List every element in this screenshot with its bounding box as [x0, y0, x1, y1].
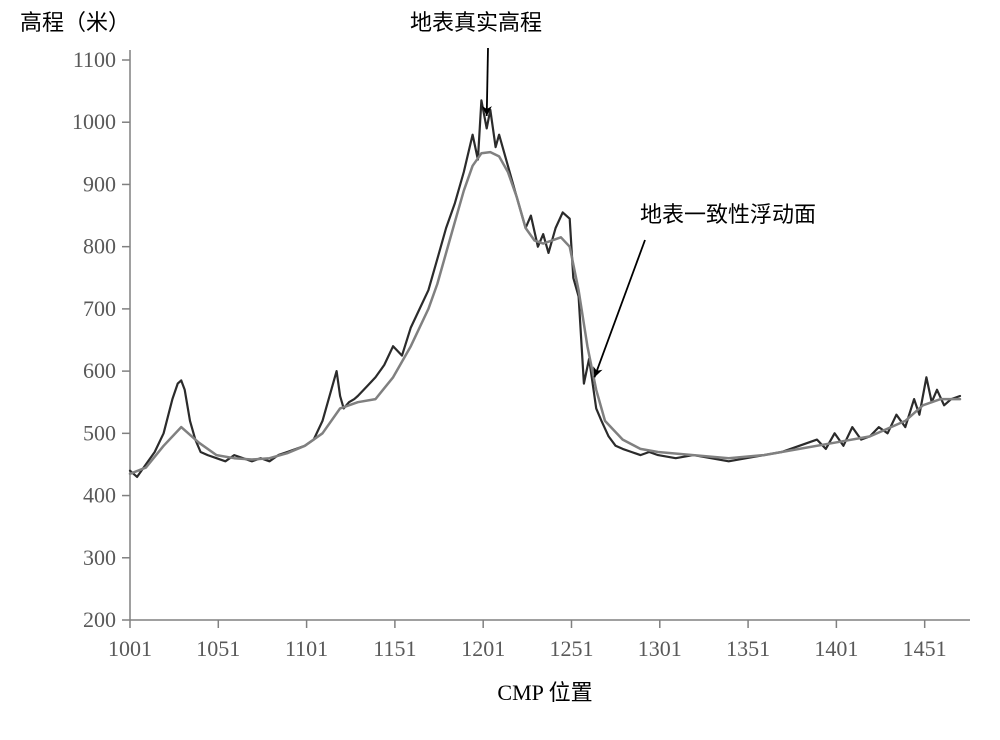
chart-svg: 200 300 400 500 600 700 800 900 1000 1100 1001 1051… — [0, 0, 1000, 740]
y-tick-label: 1000 — [72, 109, 116, 134]
y-tick-label: 900 — [83, 171, 116, 196]
y-tick-label: 400 — [83, 483, 116, 508]
annotation-label-0: 地表真实高程 — [410, 10, 542, 35]
x-tick-label: 1151 — [373, 636, 416, 661]
y-tick-label: 1100 — [73, 47, 116, 72]
x-tick-label: 1351 — [726, 636, 770, 661]
x-tick-label: 1001 — [108, 636, 152, 661]
y-tick-label: 700 — [83, 296, 116, 321]
series-line-0 — [130, 100, 960, 477]
x-tick-label: 1301 — [638, 636, 682, 661]
y-tick-label: 600 — [83, 358, 116, 383]
x-tick-label: 1201 — [461, 636, 505, 661]
annotation-arrow-1 — [594, 240, 645, 377]
y-axis-title: 高程（米） — [20, 10, 130, 35]
elevation-line-chart: 200 300 400 500 600 700 800 900 1000 1100 1001 1051… — [0, 0, 1000, 740]
series-line-1 — [130, 152, 960, 474]
y-tick-label: 500 — [83, 420, 116, 445]
y-tick-label: 300 — [83, 545, 116, 570]
y-tick-label: 200 — [83, 607, 116, 632]
x-tick-label: 1051 — [196, 636, 240, 661]
x-tick-label: 1451 — [903, 636, 947, 661]
annotation-label-1: 地表一致性浮动面 — [640, 202, 816, 227]
x-tick-label: 1101 — [285, 636, 328, 661]
x-tick-label: 1251 — [549, 636, 593, 661]
y-tick-label: 800 — [83, 234, 116, 259]
x-axis-title: CMP 位置 — [497, 680, 592, 705]
annotation-arrow-0 — [487, 48, 488, 116]
x-tick-label: 1401 — [814, 636, 858, 661]
